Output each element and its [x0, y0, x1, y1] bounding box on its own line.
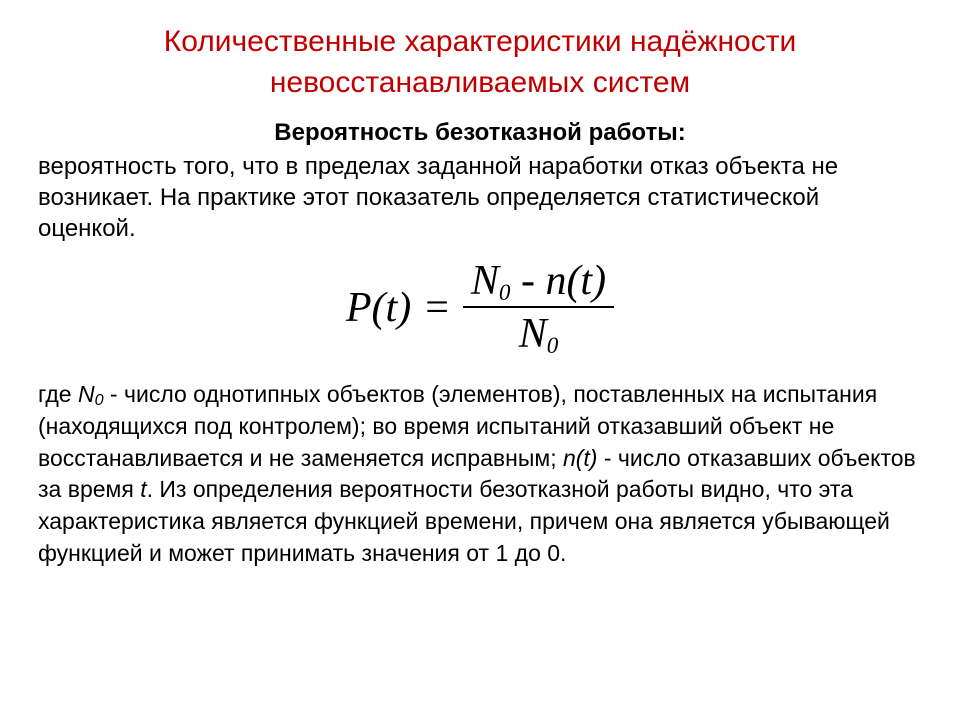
section-subtitle: Вероятность безотказной работы:	[36, 119, 924, 147]
slide-content: Количественные характеристики надёжности…	[0, 0, 960, 588]
formula-numerator: N0 - n(t)	[463, 259, 614, 306]
desc-v1-sub: 0	[95, 391, 104, 409]
desc-v1: N	[78, 381, 95, 407]
probability-formula: P(t) = N0 - n(t) N0	[36, 259, 924, 357]
num-rest: - n(t)	[510, 258, 606, 304]
den-n: N	[519, 311, 547, 357]
title-line-2: невосстанавливаемых систем	[270, 66, 690, 99]
formula-equals: =	[425, 287, 449, 329]
num-n-sub: 0	[499, 278, 511, 304]
desc-t4: . Из определения вероятности безотказной…	[38, 476, 890, 565]
desc-t1: где	[38, 381, 78, 407]
title-line-1: Количественные характеристики надёжности	[164, 25, 797, 58]
formula-fraction: N0 - n(t) N0	[463, 259, 614, 357]
description-paragraph: где N0 - число однотипных объектов (элем…	[36, 379, 924, 570]
formula-denominator: N0	[463, 306, 614, 357]
num-n: N	[471, 258, 499, 304]
den-n-sub: 0	[547, 331, 559, 357]
definition-paragraph: вероятность того, что в пределах заданно…	[36, 151, 924, 245]
slide-title: Количественные характеристики надёжности…	[36, 22, 924, 103]
formula-lhs: P(t)	[346, 287, 411, 329]
desc-v2: n(t)	[563, 445, 598, 471]
